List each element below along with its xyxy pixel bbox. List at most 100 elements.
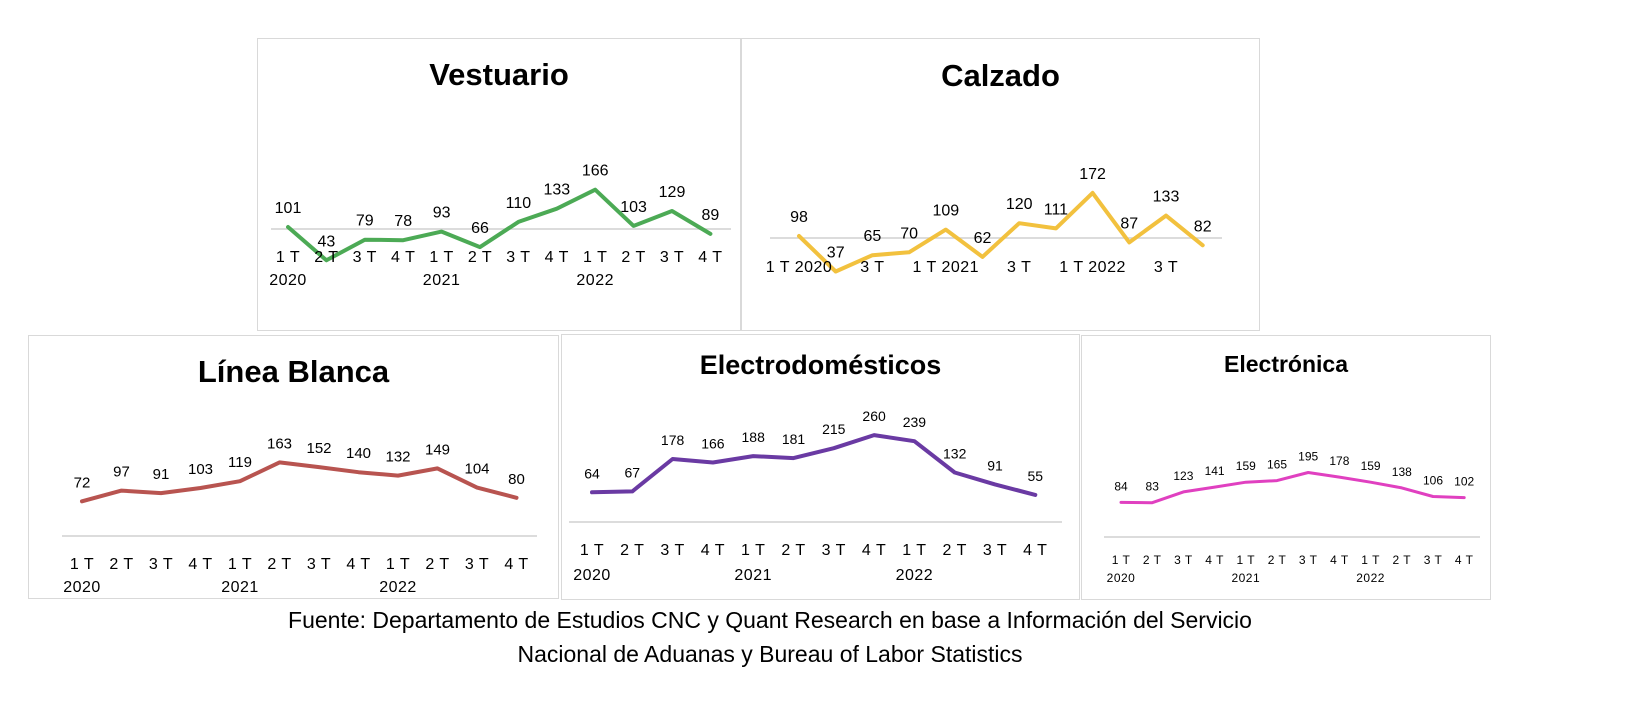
tick-label: 2020 <box>573 567 611 584</box>
data-label: 159 <box>1236 459 1256 473</box>
tick-label: 1 T <box>429 249 453 266</box>
tick-label: 1 T <box>583 249 607 266</box>
tick-label: 2020 <box>1107 571 1136 585</box>
chart-panel-linea-blanca: Línea Blanca 72 97 91 103 119 163 152 140 132 149… <box>28 335 559 599</box>
data-label: 104 <box>464 461 489 478</box>
source-line-1: Fuente: Departamento de Estudios CNC y Q… <box>288 607 1252 633</box>
data-point <box>160 492 162 495</box>
data-point <box>944 228 947 231</box>
data-point <box>325 259 328 262</box>
data-point <box>631 490 634 493</box>
data-label: 163 <box>267 435 292 452</box>
data-label: 91 <box>153 466 170 483</box>
data-label: 72 <box>74 474 91 491</box>
data-label: 97 <box>113 464 130 481</box>
tick-label: 1 T 2020 <box>766 259 833 276</box>
series-line <box>80 460 519 504</box>
data-point <box>908 251 911 254</box>
data-label: 123 <box>1173 469 1193 483</box>
tick-label: 3 T <box>860 259 884 276</box>
data-point <box>709 232 712 235</box>
data-point <box>594 188 597 191</box>
data-point <box>357 471 360 474</box>
data-label: 181 <box>782 431 806 447</box>
data-label: 132 <box>385 449 410 466</box>
tick-label: 4 T <box>862 542 886 559</box>
data-point <box>440 230 443 233</box>
tick-label: 4 T <box>391 249 415 266</box>
data-label: 87 <box>1120 215 1138 232</box>
data-label: 178 <box>1329 454 1349 468</box>
data-point <box>1213 486 1216 489</box>
data-point <box>1091 191 1094 194</box>
tick-label: 4 T <box>698 249 722 266</box>
data-point <box>555 207 558 210</box>
chart-panel-electronica: Electrónica 84 83 123 141 159 165 195 178 159 138… <box>1081 335 1491 600</box>
source-line-2: Nacional de Aduanas y Bureau of Labor St… <box>517 641 1023 667</box>
data-label: 138 <box>1392 465 1412 479</box>
data-label: 195 <box>1298 450 1318 464</box>
data-point <box>278 461 281 464</box>
tick-label: 4 T <box>346 556 370 573</box>
tick-label: 1 T 2022 <box>1059 259 1126 276</box>
data-point <box>832 447 835 450</box>
tick-label: 1 T 2021 <box>913 259 980 276</box>
data-point <box>1338 476 1341 479</box>
tick-label: 2 T <box>1143 553 1162 567</box>
tick-label: 1 T <box>741 542 765 559</box>
chart-title: Línea Blanca <box>197 354 390 389</box>
tick-label: 3 T <box>822 542 846 559</box>
tick-label: 1 T <box>580 542 604 559</box>
tick-label: 3 T <box>1424 553 1443 567</box>
data-label: 152 <box>306 440 331 457</box>
data-point <box>752 455 755 458</box>
data-label: 106 <box>1423 473 1443 487</box>
data-point <box>1151 501 1154 504</box>
data-label: 84 <box>1114 479 1128 493</box>
data-point <box>1432 495 1434 498</box>
tick-label: 3 T <box>1007 259 1031 276</box>
data-label: 133 <box>543 182 570 199</box>
data-label: 166 <box>582 163 609 180</box>
chart-plot: 84 83 123 141 159 165 195 178 159 138 106 102 1 T 202… <box>1104 450 1480 585</box>
tick-label: 2021 <box>221 579 259 596</box>
chart-panel-vestuario: Vestuario 101 43 79 78 93 66 110 133 166 103 129 89… <box>257 38 741 331</box>
chart-plot: 98 37 65 70 109 62 120 111 172 87 133 82 1 T 2020 3 T… <box>766 166 1222 276</box>
data-label: 111 <box>1044 201 1068 218</box>
data-label: 132 <box>943 445 967 461</box>
tick-label: 3 T <box>465 556 489 573</box>
series-line <box>590 433 1038 497</box>
data-label: 172 <box>1079 166 1106 183</box>
tick-label: 3 T <box>660 249 684 266</box>
data-point <box>1120 501 1122 504</box>
tick-label: 3 T <box>1299 553 1318 567</box>
data-point <box>402 239 405 242</box>
series-line <box>1119 471 1466 505</box>
data-label: 239 <box>903 414 927 430</box>
data-label: 215 <box>822 421 846 437</box>
data-label: 62 <box>974 230 992 247</box>
chart-title: Electrónica <box>1224 351 1348 377</box>
data-label: 129 <box>659 184 686 201</box>
data-point <box>953 471 956 474</box>
data-point <box>1128 241 1131 244</box>
tick-label: 2 T <box>314 249 338 266</box>
chart-title: Calzado <box>941 58 1060 93</box>
data-point <box>632 224 635 227</box>
chart-plot: 64 67 178 166 188 181 215 260 239 132 91 55 1 T 2020 2… <box>569 408 1062 584</box>
data-label: 98 <box>790 209 808 226</box>
data-point <box>1018 222 1021 225</box>
data-label: 101 <box>275 200 302 217</box>
tick-label: 2 T <box>781 542 805 559</box>
tick-label: 4 T <box>1455 553 1474 567</box>
data-label: 102 <box>1454 475 1474 489</box>
data-label: 82 <box>1194 218 1212 235</box>
data-label: 103 <box>620 199 647 216</box>
tick-label: 4 T <box>188 556 212 573</box>
data-label: 66 <box>471 220 489 237</box>
tick-label: 4 T <box>1023 542 1047 559</box>
data-point <box>81 500 83 503</box>
data-point <box>1165 214 1167 217</box>
data-point <box>871 254 874 257</box>
data-label: 119 <box>228 454 252 471</box>
